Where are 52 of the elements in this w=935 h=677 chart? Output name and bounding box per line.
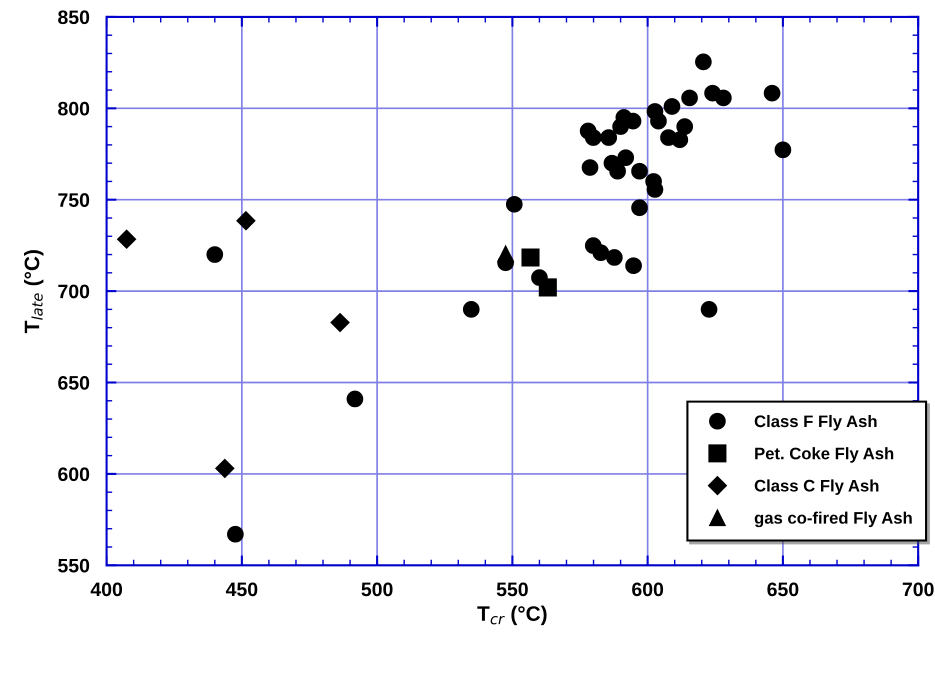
point (764, 84, 780, 102)
point (695, 54, 712, 70)
point (506, 196, 523, 213)
y-tick-label: 700 (58, 284, 90, 298)
x-tick-label: 600 (632, 582, 664, 596)
y-tick-label: 600 (58, 467, 90, 482)
point (346, 390, 364, 408)
point (631, 162, 648, 180)
point (521, 248, 540, 267)
point (236, 211, 256, 230)
point (227, 526, 244, 543)
x-tick-label: 550 (496, 582, 528, 596)
point (592, 244, 610, 262)
x-tick-label: 700 (902, 582, 934, 596)
x-tick-label: 400 (90, 582, 122, 596)
point (650, 112, 667, 130)
point (617, 149, 634, 166)
point (664, 98, 680, 115)
point (215, 458, 234, 478)
y-tick-label: 550 (58, 558, 90, 573)
point (117, 230, 136, 249)
point (582, 159, 598, 176)
y-tick-label: 750 (58, 193, 90, 207)
legend-label: Class C Fly Ash (754, 479, 878, 495)
point (715, 90, 732, 106)
point (330, 313, 350, 332)
point (609, 162, 626, 180)
point (774, 141, 792, 158)
point (584, 129, 602, 146)
point (631, 199, 648, 216)
point (676, 118, 694, 135)
point (206, 246, 224, 263)
legend-label: Pet. Coke Fly Ash (755, 447, 894, 463)
point (681, 90, 698, 106)
point (700, 301, 718, 318)
point (497, 245, 514, 262)
x-tick-label: 450 (226, 582, 258, 596)
legend-label: gas co-fired Fly Ash (754, 512, 912, 528)
point (600, 129, 618, 146)
point (672, 131, 688, 148)
x-axis-title: T$_{cr}$ (°C) (477, 606, 547, 626)
x-tick-label: 650 (767, 582, 798, 596)
point (538, 278, 557, 296)
point (625, 257, 642, 274)
y-axis-title: T$_{late}$ (°C) (24, 250, 44, 334)
y-tick-label: 800 (58, 102, 90, 116)
x-tick-label: 500 (361, 582, 393, 596)
y-tick-label: 850 (58, 10, 90, 24)
point (462, 301, 480, 318)
legend-label: Class F Fly Ash (754, 414, 877, 430)
y-tick-label: 650 (58, 376, 90, 390)
point (606, 249, 623, 266)
